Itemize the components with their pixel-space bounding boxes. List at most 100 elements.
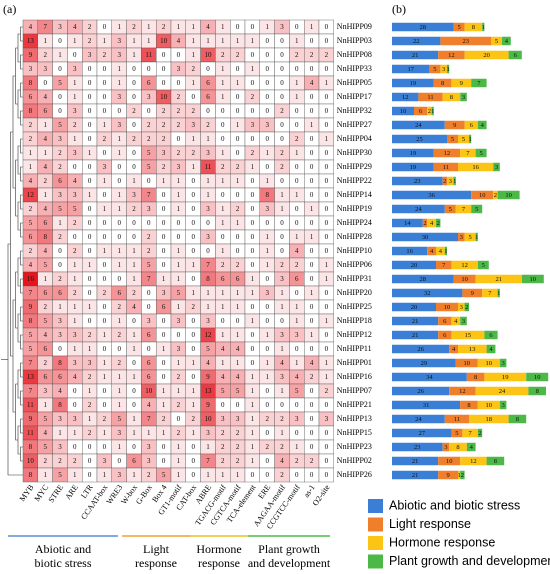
cell-label: 0 (251, 219, 255, 227)
bar-value-label: 34 (426, 374, 433, 381)
bar-segment (508, 414, 527, 424)
bar-segment (508, 50, 522, 60)
cell-label: 0 (310, 429, 314, 437)
cell-label: 1 (58, 51, 62, 59)
bar-value-label: 24 (415, 206, 422, 213)
cell-label: 1 (73, 317, 77, 325)
bar-value-label: 8 (450, 94, 453, 101)
cell-label: 5 (58, 121, 62, 129)
cell-label: 1 (88, 261, 92, 269)
cell-label: 1 (88, 415, 92, 423)
bar-value-label: 1 (497, 290, 500, 297)
cell-label: 0 (310, 471, 314, 479)
cell-label: 0 (162, 233, 166, 241)
cell-label: 0 (132, 163, 136, 171)
cell-label: 1 (73, 429, 77, 437)
cell-label: 2 (295, 135, 299, 143)
cell-label: 0 (280, 401, 284, 409)
bar-value-label: 3 (501, 360, 504, 367)
cell-label: 1 (132, 429, 136, 437)
cell-label: 1 (265, 373, 269, 381)
cell-label: 11 (27, 401, 34, 409)
cell-label: 1 (310, 289, 314, 297)
bar-value-label: 12 (459, 388, 466, 395)
cell-label: 3 (58, 331, 62, 339)
cell-label: 0 (295, 471, 299, 479)
cell-label: 4 (43, 331, 47, 339)
cell-label: 0 (310, 401, 314, 409)
cell-label: 0 (88, 65, 92, 73)
cell-label: 1 (251, 415, 255, 423)
cell-label: 0 (280, 177, 284, 185)
legend-label: Plant growth and development (389, 554, 550, 568)
cell-label: 0 (295, 163, 299, 171)
dendrogram-branch (17, 201, 21, 231)
dendrogram-branch (20, 306, 23, 322)
cell-label: 3 (147, 457, 151, 465)
cell-label: 1 (177, 23, 181, 31)
bar-value-label: 4 (430, 220, 434, 227)
cell-label: 10 (160, 37, 168, 45)
bar-segment (433, 148, 461, 158)
dendrogram-branch (17, 89, 21, 119)
cell-label: 1 (295, 149, 299, 157)
cell-label: 0 (265, 219, 269, 227)
cell-label: 6 (147, 79, 151, 87)
cell-label: 2 (73, 247, 77, 255)
cell-label: 1 (73, 345, 77, 353)
cell-label: 1 (73, 135, 77, 143)
cell-label: 4 (29, 261, 33, 269)
cell-label: 9 (206, 373, 210, 381)
bar-value-label: 7 (462, 206, 466, 213)
cell-label: 0 (88, 79, 92, 87)
cell-label: 4 (221, 373, 225, 381)
bar-value-label: 9 (471, 290, 474, 297)
cell-label: 5 (43, 415, 47, 423)
cell-label: 1 (325, 79, 329, 87)
cell-label: 1 (251, 457, 255, 465)
cell-label: 0 (147, 219, 151, 227)
bar-segment (458, 134, 469, 144)
cell-label: 1 (88, 191, 92, 199)
bar-segment (477, 120, 487, 130)
cell-label: 1 (325, 261, 329, 269)
cell-label: 3 (73, 149, 77, 157)
cell-label: 0 (251, 51, 255, 59)
cell-label: 1 (147, 429, 151, 437)
cell-label: 0 (103, 23, 107, 31)
cell-label: 1 (117, 387, 121, 395)
cell-label: 6 (43, 219, 47, 227)
cell-label: 0 (310, 107, 314, 115)
gene-label: NnHIPP09 (337, 22, 372, 31)
cell-label: 3 (73, 331, 77, 339)
cell-label: 0 (295, 401, 299, 409)
cell-label: 0 (73, 233, 77, 241)
bar-value-label: 21 (495, 276, 502, 283)
bar-segment (392, 386, 450, 396)
dendrogram-branch (20, 446, 23, 462)
cell-label: 1 (177, 443, 181, 451)
cell-label: 1 (117, 317, 121, 325)
cell-label: 2 (221, 163, 225, 171)
cell-label: 0 (325, 289, 329, 297)
cell-label: 0 (325, 191, 329, 199)
cell-label: 3 (147, 443, 151, 451)
cell-label: 5 (117, 415, 121, 423)
cell-label: 0 (162, 51, 166, 59)
column-label: G-Box (134, 483, 154, 506)
bar-value-label: 10 (530, 276, 537, 283)
cell-label: 2 (103, 289, 107, 297)
bar-value-label: 18 (486, 416, 493, 423)
cell-label: 0 (162, 317, 166, 325)
gene-label: NnHIPP07 (337, 386, 372, 395)
cell-label: 1 (265, 261, 269, 269)
bar-segment (392, 176, 443, 186)
cell-label: 1 (43, 471, 47, 479)
dendrogram-branch (20, 390, 23, 406)
cell-label: 0 (73, 443, 77, 451)
bar-value-label: 12 (461, 262, 468, 269)
cell-label: 1 (117, 23, 121, 31)
cell-label: 1 (251, 275, 255, 283)
cell-label: 1 (221, 205, 225, 213)
cell-label: 1 (295, 37, 299, 45)
